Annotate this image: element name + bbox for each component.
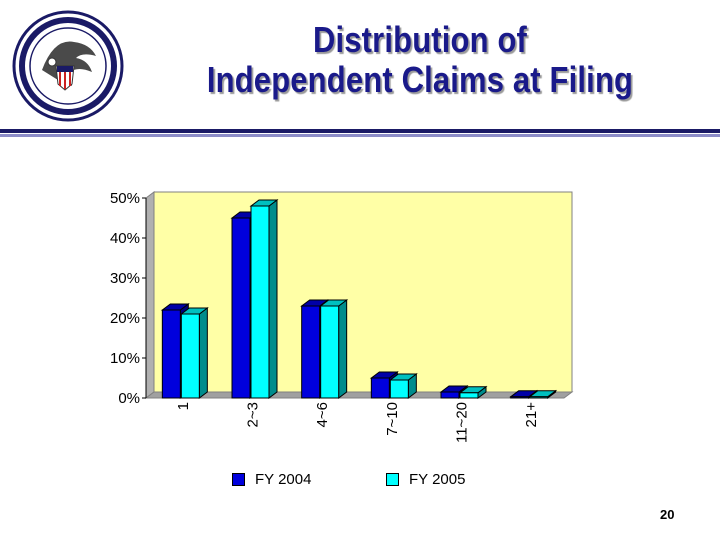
x-tick-label: 7~10 [384,402,401,436]
y-tick-label: 10% [110,350,140,367]
legend-swatch-fy2004 [232,472,245,486]
y-tick-label: 20% [110,310,140,327]
x-tick-label: 11~20 [454,402,471,443]
legend-label-fy2004: FY 2004 [255,470,312,488]
bar-side [338,299,348,399]
bar [301,305,321,399]
bar-side [198,307,208,399]
uspto-seal-logo [12,10,124,122]
bar [231,217,251,399]
x-tick-label: 4~6 [314,402,331,427]
legend-item-fy2005: FY 2005 [386,470,465,488]
bar [161,309,181,399]
x-tick-label: 21+ [523,402,540,428]
x-tick-label: 1 [175,402,192,410]
slide-title-line-2: Independent Claims at Filing [206,59,634,100]
bar [320,305,340,399]
bar [529,396,549,399]
legend-swatch-fy2005 [386,472,399,486]
y-tick-label: 0% [118,390,140,407]
legend-label-fy2005: FY 2005 [409,470,466,488]
slide-title-line-1: Distribution of [312,19,528,60]
y-tick-label: 40% [110,230,140,247]
bar [459,392,479,399]
bar [510,396,530,399]
header-divider-dark [0,129,720,133]
bar [180,313,200,399]
slide-title: Distribution of Independent Claims at Fi… [179,20,661,100]
x-tick-label: 2~3 [245,402,262,427]
page-number: 20 [660,507,675,522]
legend-item-fy2004: FY 2004 [232,470,311,488]
y-tick-label: 30% [110,270,140,287]
plot-back-wall [153,191,573,393]
bar [370,377,390,399]
bar-side [268,199,278,399]
y-tick-label: 50% [110,190,140,207]
bar [389,379,409,399]
plot-side-wall [145,191,155,399]
plot-floor [144,391,574,399]
bar [250,205,270,399]
bar [440,391,460,399]
header-divider-light [0,134,720,137]
